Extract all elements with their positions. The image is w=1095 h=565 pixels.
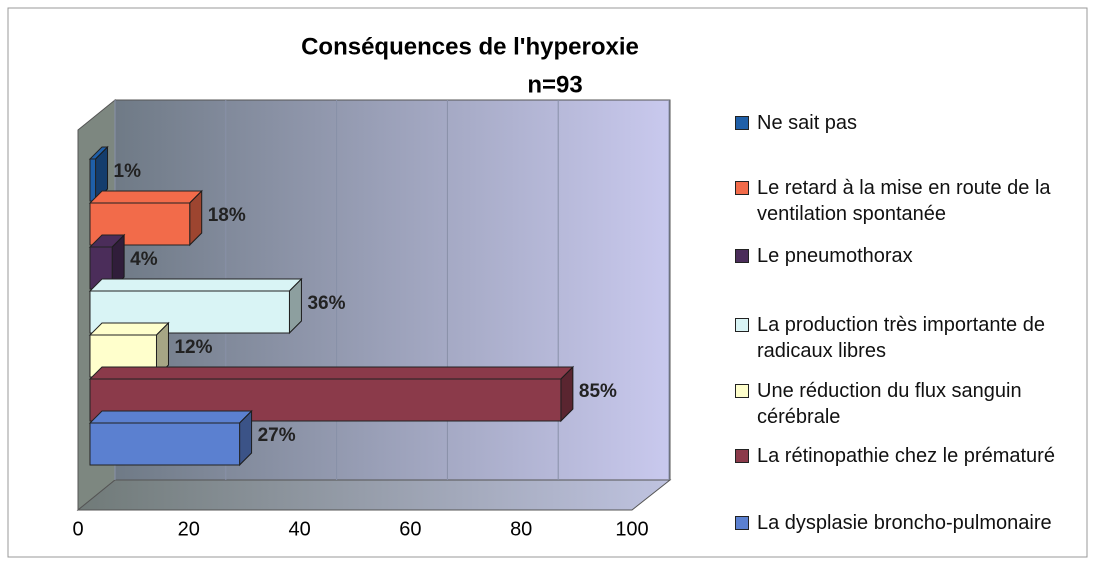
bar-top	[88, 190, 203, 204]
legend-swatch	[735, 384, 749, 398]
chart-title: Conséquences de l'hyperoxie	[301, 33, 639, 60]
legend-swatch	[735, 449, 749, 463]
bar-side-shade	[560, 367, 573, 421]
bar-side-shade	[95, 147, 108, 201]
bar-top	[88, 366, 575, 380]
value-label: 1%	[114, 161, 142, 182]
bar-side-shade	[239, 411, 252, 465]
bar-side-shade	[189, 191, 202, 245]
value-label: 27%	[258, 425, 296, 446]
legend-label: Le retard à la mise en route de la venti…	[757, 177, 1051, 225]
legend-label: Le pneumothorax	[757, 245, 913, 267]
legend-swatch	[735, 318, 749, 332]
bar	[89, 422, 241, 466]
legend-entry: La rétinopathie chez le prématuré	[735, 443, 1095, 469]
bar	[89, 158, 97, 202]
legend-entry: Le retard à la mise en route de la venti…	[735, 175, 1095, 227]
x-tick-label: 40	[288, 518, 310, 540]
legend-label: Une réduction du flux sanguin cérébrale	[757, 380, 1022, 428]
floor	[76, 479, 672, 511]
legend-swatch	[735, 249, 749, 263]
value-label: 36%	[307, 293, 345, 314]
bar-side-shade	[289, 279, 302, 333]
legend-label: La production très importante de radicau…	[757, 314, 1045, 362]
x-tick-label: 80	[510, 518, 532, 540]
legend-entry: Le pneumothorax	[735, 243, 1095, 269]
bar-side-shade	[156, 323, 169, 377]
x-tick-label: 100	[615, 518, 648, 540]
legend-label: La dysplasie broncho-pulmonaire	[757, 512, 1052, 534]
legend-label: La rétinopathie chez le prématuré	[757, 445, 1055, 467]
value-label: 12%	[174, 337, 212, 358]
bar-top	[88, 278, 303, 292]
x-tick-label: 0	[72, 518, 83, 540]
value-label: 18%	[208, 205, 246, 226]
legend-entry: Ne sait pas	[735, 110, 1095, 136]
legend-swatch	[735, 516, 749, 530]
legend-swatch	[735, 181, 749, 195]
bar-side-shade	[112, 235, 125, 289]
chart-subtitle: n=93	[527, 71, 582, 98]
frame	[7, 7, 1088, 558]
legend-entry: La dysplasie broncho-pulmonaire	[735, 510, 1095, 536]
value-label: 4%	[130, 249, 158, 270]
value-label: 85%	[579, 381, 617, 402]
x-tick-label: 60	[399, 518, 421, 540]
legend-entry: La production très importante de radicau…	[735, 312, 1095, 364]
bar-top	[88, 322, 170, 336]
x-tick-label: 20	[178, 518, 200, 540]
legend-label: Ne sait pas	[757, 112, 858, 134]
legend-entry: Une réduction du flux sanguin cérébrale	[735, 378, 1095, 430]
bar-top	[88, 410, 253, 424]
legend-swatch	[735, 116, 749, 130]
